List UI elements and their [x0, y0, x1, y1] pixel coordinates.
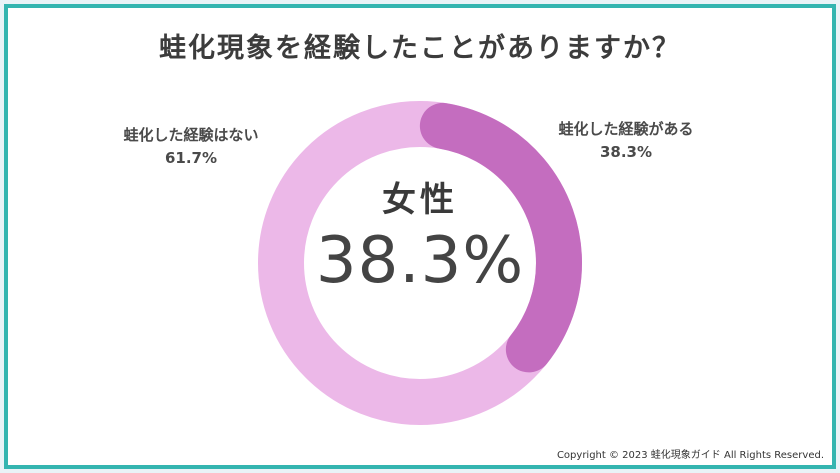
- label-has-experience: 蛙化した経験がある 38.3%: [536, 118, 716, 164]
- label-no-experience-name: 蛙化した経験はない: [123, 126, 259, 144]
- copyright-text: Copyright © 2023 蛙化現象ガイド All Rights Rese…: [556, 450, 824, 461]
- slice-has-experience: [258, 101, 582, 425]
- center-percentage: 38.3%: [315, 224, 525, 298]
- label-no-experience: 蛙化した経験はない 61.7%: [106, 124, 276, 170]
- label-has-experience-value: 38.3%: [599, 143, 653, 161]
- center-heading: 女性: [382, 180, 458, 220]
- chart-title: 蛙化現象を経験したことがありますか？: [159, 33, 681, 64]
- label-no-experience-value: 61.7%: [164, 149, 218, 167]
- label-has-experience-name: 蛙化した経験がある: [558, 120, 694, 138]
